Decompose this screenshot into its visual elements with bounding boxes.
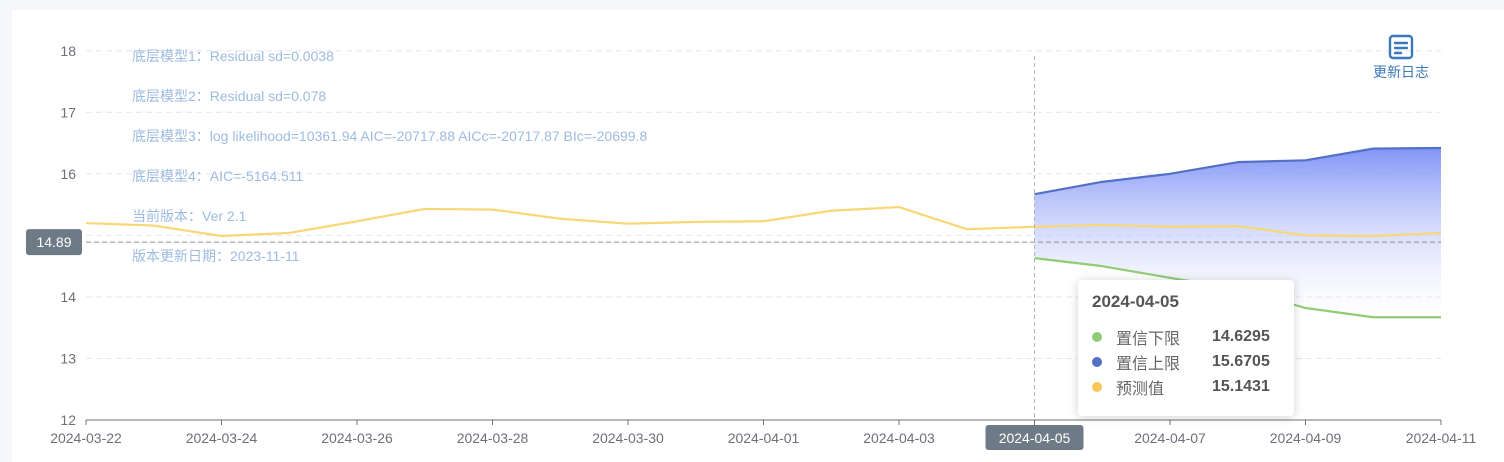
tooltip-series-value: 15.6705 (1212, 352, 1270, 370)
tooltip-series-value: 14.6295 (1212, 327, 1270, 345)
model-annotations: 底层模型1：Residual sd=0.0038 底层模型2：Residual s… (132, 48, 647, 264)
chart-tooltip: 2024-04-05 置信下限 14.6295 置信上限 15.6705 预测值… (1078, 280, 1294, 416)
model-annotation-text: 底层模型2：Residual sd=0.078 (132, 88, 326, 104)
confidence-band (1034, 148, 1441, 318)
tooltip-row-forecast: 预测值 15.1431 (1092, 374, 1280, 399)
tooltip-row-upper: 置信上限 15.6705 (1092, 349, 1280, 374)
forecast-line (85, 205, 1442, 238)
x-tick-label: 2024-04-09 (1270, 430, 1342, 446)
x-tick-label: 2024-03-24 (186, 430, 258, 446)
upper-bound-line (1034, 146, 1442, 196)
model-annotation-text: 当前版本：Ver 2.1 (132, 208, 247, 224)
x-tick-label: 2024-04-11 (1406, 430, 1477, 446)
reference-line: 14.89 (26, 229, 1441, 256)
y-tick-label: 16 (60, 166, 76, 182)
y-tick-label: 17 (60, 104, 76, 120)
chart-panel: 12131415161718 14.89 底层模型1：Residual sd=0… (12, 10, 1504, 462)
model-annotation-text: 底层模型1：Residual sd=0.0038 (132, 48, 334, 64)
tooltip-series-value: 15.1431 (1212, 377, 1270, 395)
lower-series-dot (1092, 331, 1102, 342)
tooltip-row-lower: 置信下限 14.6295 (1092, 324, 1280, 349)
model-annotation-text: 版本更新日期：2023-11-11 (132, 248, 300, 264)
y-tick-label: 14 (60, 289, 76, 305)
tooltip-series-name: 预测值 (1116, 380, 1165, 398)
update-log-label: 更新日志 (1373, 64, 1429, 80)
x-tick-label: 2024-04-07 (1134, 430, 1206, 446)
y-tick-label: 18 (60, 43, 76, 59)
document-list-icon (1388, 34, 1414, 60)
tooltip-series-name: 置信上限 (1116, 355, 1181, 373)
axis-pointer-label: 2024-04-05 (999, 430, 1071, 446)
tooltip-title: 2024-04-05 (1092, 292, 1179, 311)
forecast-chart[interactable]: 12131415161718 14.89 底层模型1：Residual sd=0… (12, 10, 1504, 462)
forecast-series-dot (1092, 381, 1102, 392)
model-annotation-text: 底层模型3：log likelihood=10361.94 AIC=-20717… (132, 128, 647, 144)
y-tick-label: 13 (60, 350, 76, 366)
reference-value-badge (26, 229, 82, 256)
x-tick-label: 2024-04-03 (863, 430, 935, 446)
x-tick-label: 2024-03-30 (592, 430, 664, 446)
tooltip-series-name: 置信下限 (1116, 330, 1181, 348)
confidence-band-area (1034, 148, 1441, 318)
grid-lines: 12131415161718 (60, 43, 1441, 428)
update-log-button[interactable]: 更新日志 (1366, 34, 1436, 82)
axis-pointer-badge (985, 425, 1084, 450)
x-tick-label: 2024-03-26 (321, 430, 393, 446)
x-tick-label: 2024-03-22 (50, 430, 122, 446)
reference-value-label: 14.89 (36, 234, 71, 250)
model-annotation-text: 底层模型4：AIC=-5164.511 (132, 168, 304, 184)
upper-series-dot (1092, 356, 1102, 367)
y-tick-label: 12 (60, 412, 76, 428)
x-tick-label: 2024-04-01 (728, 430, 800, 446)
x-tick-label: 2024-03-28 (457, 430, 529, 446)
x-axis: 2024-03-22 2024-03-24 2024-03-26 2024-03-28… (50, 419, 1477, 450)
